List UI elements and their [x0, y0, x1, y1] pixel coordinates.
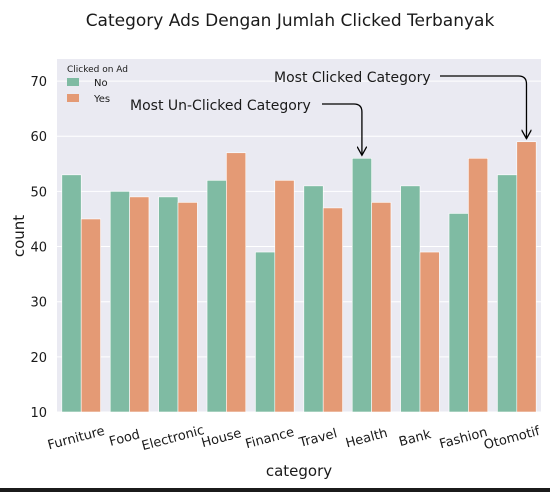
legend-swatch-yes — [67, 94, 79, 102]
chart-title: Category Ads Dengan Jumlah Clicked Terba… — [86, 11, 495, 31]
y-tick-label: 30 — [30, 296, 47, 311]
bar-no-otomotif — [497, 174, 518, 413]
x-tick-label: Food — [108, 427, 142, 450]
y-tick-label: 50 — [30, 185, 47, 200]
y-tick-label: 10 — [30, 406, 47, 421]
y-tick-label: 60 — [30, 130, 47, 145]
x-tick-label: Otomotif — [482, 424, 542, 453]
bar-yes-fashion — [468, 157, 489, 413]
bar-yes-travel — [322, 207, 343, 413]
bars — [61, 141, 537, 413]
x-tick-label: Finance — [244, 425, 296, 452]
bar-no-finance — [255, 251, 276, 413]
legend-label-no: No — [94, 78, 108, 89]
legend: Clicked on Ad No Yes — [67, 65, 128, 105]
y-tick-label: 20 — [30, 351, 47, 366]
bottom-border — [0, 488, 550, 492]
annotation-most-clicked: Most Clicked Category — [274, 70, 431, 86]
annotations: Most Clicked Category Most Un-Clicked Ca… — [130, 70, 526, 154]
y-tick-label: 40 — [30, 241, 47, 256]
x-tick-label: Bank — [397, 427, 433, 450]
x-tick-label: Health — [344, 426, 389, 452]
x-tick-label: Electronic — [140, 423, 206, 454]
x-tick-label: Furniture — [46, 424, 106, 454]
bar-yes-finance — [274, 180, 295, 413]
y-axis-label: count — [10, 215, 28, 257]
y-tick-label: 70 — [30, 75, 47, 90]
bar-yes-bank — [419, 251, 440, 413]
bar-yes-health — [371, 202, 392, 413]
annotation-arrow-most-clicked — [440, 75, 526, 138]
annotation-arrow-most-unclicked — [322, 103, 362, 154]
bar-yes-furniture — [80, 218, 101, 413]
bar-yes-electronic — [177, 202, 198, 413]
bar-no-bank — [400, 185, 421, 413]
legend-label-yes: Yes — [93, 94, 110, 105]
legend-title: Clicked on Ad — [67, 65, 128, 75]
bar-no-furniture — [61, 174, 82, 413]
x-tick-label: House — [200, 426, 243, 451]
bar-no-food — [109, 191, 130, 413]
bar-yes-food — [129, 196, 150, 413]
bar-no-travel — [303, 185, 324, 413]
legend-swatch-no — [67, 78, 79, 86]
bar-no-house — [206, 180, 227, 413]
x-tick-label: Travel — [297, 426, 339, 451]
bar-no-health — [351, 157, 372, 413]
annotation-most-unclicked: Most Un-Clicked Category — [130, 98, 311, 114]
x-axis-label: category — [266, 462, 332, 480]
bar-no-electronic — [158, 196, 179, 413]
bar-no-fashion — [448, 213, 469, 413]
bar-yes-house — [226, 152, 247, 413]
y-axis-ticks: 10 20 30 40 50 60 70 — [30, 75, 47, 421]
bar-yes-otomotif — [516, 141, 537, 413]
